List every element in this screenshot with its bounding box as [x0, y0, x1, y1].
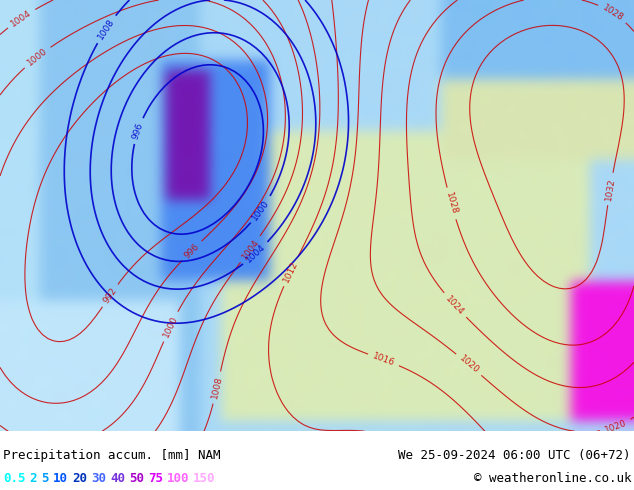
- Text: 1028: 1028: [444, 191, 458, 216]
- Text: 0.5: 0.5: [3, 472, 25, 486]
- Text: 200: 200: [219, 472, 242, 486]
- Text: 1004: 1004: [244, 243, 268, 265]
- Text: 1024: 1024: [444, 294, 466, 317]
- Text: 1020: 1020: [604, 418, 628, 435]
- Text: 1028: 1028: [600, 3, 624, 23]
- Text: 1016: 1016: [372, 351, 396, 368]
- Text: 996: 996: [131, 121, 145, 141]
- Text: 1032: 1032: [604, 177, 616, 201]
- Text: Precipitation accum. [mm] NAM: Precipitation accum. [mm] NAM: [3, 449, 221, 462]
- Text: 1000: 1000: [25, 47, 49, 68]
- Text: 30: 30: [91, 472, 106, 486]
- Text: 1008: 1008: [96, 17, 116, 41]
- Text: We 25-09-2024 06:00 UTC (06+72): We 25-09-2024 06:00 UTC (06+72): [399, 449, 631, 462]
- Text: 1012: 1012: [281, 259, 300, 284]
- Text: 992: 992: [101, 286, 119, 305]
- Text: 50: 50: [129, 472, 144, 486]
- Text: 75: 75: [148, 472, 163, 486]
- Text: 1000: 1000: [162, 314, 179, 339]
- Text: 1004: 1004: [10, 8, 34, 28]
- Text: 996: 996: [183, 242, 201, 260]
- Text: 1004: 1004: [240, 237, 261, 261]
- Text: 1008: 1008: [210, 375, 224, 400]
- Text: 100: 100: [167, 472, 190, 486]
- Text: © weatheronline.co.uk: © weatheronline.co.uk: [474, 472, 631, 486]
- Text: 2: 2: [29, 472, 37, 486]
- Text: 20: 20: [72, 472, 87, 486]
- Text: 40: 40: [110, 472, 125, 486]
- Text: 5: 5: [41, 472, 48, 486]
- Text: 1020: 1020: [457, 354, 481, 375]
- Text: 10: 10: [53, 472, 68, 486]
- Text: 1000: 1000: [250, 198, 271, 222]
- Text: 150: 150: [193, 472, 216, 486]
